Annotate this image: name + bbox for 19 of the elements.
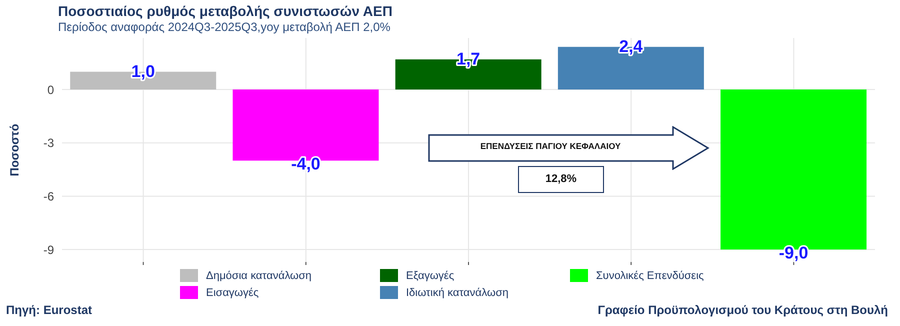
text: Πηγή: Eurostat xyxy=(6,303,92,317)
chart-title: Ποσοστιαίος ρυθμός μεταβολής συνιστωσών ΑΕΠ xyxy=(58,3,392,19)
y-tick-label: -9 xyxy=(43,242,54,257)
annotation: ΕΠΕΝΔΥΣΕΙΣ ΠΑΓΙΟΥ ΚΕΦΑΛΑΙΟΥ xyxy=(479,141,622,151)
data-label: -9,0 xyxy=(778,244,808,263)
chart-subtitle: Περίοδος αναφοράς 2024Q3-2025Q3,yoy μεταβολή ΑΕΠ 2,0% xyxy=(58,20,390,34)
data-label: 1,0 xyxy=(131,62,155,81)
legend-label: Εισαγωγές xyxy=(205,286,260,300)
text: Γραφείο Προϋπολογισμού του Κράτους στη Βουλή xyxy=(598,303,888,317)
data-label: -4,0 xyxy=(291,154,320,174)
y-tick-label: -3 xyxy=(43,136,54,150)
y-tick-label: 0 xyxy=(47,82,54,97)
y-tick-label: -6 xyxy=(43,189,54,204)
legend-label: Ιδιωτική κατανάλωση xyxy=(405,286,510,300)
legend-label: Εξαγωγές xyxy=(405,268,456,284)
legend-label: Δημόσια κατανάλωση xyxy=(205,268,313,284)
legend-label: Συνολικές Επενδύσεις xyxy=(595,268,705,284)
annotation: 12,8% xyxy=(518,166,604,193)
y-axis-title: Ποσοστό xyxy=(7,124,22,176)
